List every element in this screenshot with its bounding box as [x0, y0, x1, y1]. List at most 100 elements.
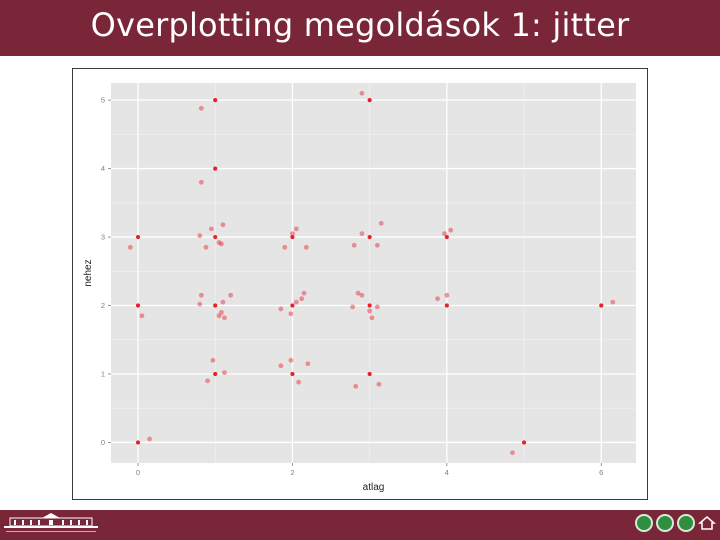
x-tick-label: 2: [290, 468, 294, 477]
x-tick-label: 0: [136, 468, 140, 477]
data-point: [213, 371, 218, 377]
jittered-point: [290, 231, 295, 237]
data-point: [599, 303, 604, 308]
jittered-point: [435, 296, 440, 302]
jittered-point: [288, 357, 294, 363]
jittered-point: [376, 381, 382, 387]
jittered-point: [222, 370, 227, 376]
x-tick-label: 6: [599, 468, 603, 477]
data-point: [444, 303, 449, 308]
jittered-point: [305, 361, 311, 367]
jittered-point: [222, 315, 227, 321]
data-point: [367, 98, 372, 103]
jittered-point: [205, 378, 210, 384]
y-tick-label: 1: [101, 369, 105, 378]
jittered-point: [278, 363, 284, 369]
jittered-point: [220, 222, 226, 228]
major-gridlines: [111, 83, 636, 463]
axis-ticks: 0 2 4 6 0 1 2 3 4 5: [101, 96, 604, 477]
data-point: [213, 98, 218, 103]
data-point: [135, 303, 141, 308]
jittered-point: [359, 231, 365, 237]
jittered-point: [198, 292, 204, 298]
data-points: [127, 90, 616, 456]
jittered-point: [198, 179, 204, 185]
jittered-point: [510, 450, 515, 456]
jittered-point: [198, 105, 204, 111]
chart-frame: 0 2 4 6 0 1 2 3 4 5 atlag nehez: [72, 68, 648, 500]
minor-gridlines: [111, 83, 636, 463]
y-tick-label: 2: [101, 301, 105, 310]
nav-home-icon[interactable]: [697, 514, 717, 532]
data-point: [290, 371, 295, 377]
jittered-point: [278, 306, 284, 312]
data-point: [213, 303, 218, 308]
plot-panel: [111, 83, 636, 463]
jittered-point: [147, 436, 153, 442]
jittered-point: [282, 244, 288, 250]
data-point: [367, 371, 372, 377]
jittered-point: [610, 299, 616, 305]
jittered-point: [374, 304, 380, 310]
jittered-point: [216, 313, 222, 319]
jittered-point: [367, 308, 373, 314]
data-point: [290, 303, 295, 308]
data-point: [444, 234, 449, 240]
university-building-logo: [4, 513, 98, 532]
scatter-chart: 0 2 4 6 0 1 2 3 4 5 atlag nehez: [83, 83, 636, 493]
jittered-point: [374, 242, 380, 248]
data-point: [213, 166, 218, 171]
jittered-point: [299, 296, 305, 302]
jittered-point: [228, 292, 234, 298]
x-tick-label: 4: [445, 468, 449, 477]
data-point: [213, 234, 218, 240]
y-tick-label: 3: [101, 233, 105, 242]
y-axis-label: nehez: [83, 259, 94, 286]
jittered-point: [219, 309, 224, 315]
jittered-point: [448, 227, 454, 233]
y-tick-label: 5: [101, 96, 105, 105]
jittered-point: [353, 383, 359, 389]
jittered-point: [208, 226, 214, 232]
jittered-point: [359, 90, 365, 96]
jittered-point: [288, 311, 294, 317]
jittered-point: [301, 290, 307, 296]
jittered-point: [355, 290, 361, 296]
jittered-point: [444, 292, 450, 298]
jittered-point: [197, 233, 203, 239]
nav-menu-icon[interactable]: [677, 514, 695, 532]
slide-title: Overplotting megoldások 1: jitter: [90, 6, 630, 44]
jittered-point: [369, 315, 375, 321]
data-point: [521, 440, 527, 445]
jittered-point: [127, 244, 133, 250]
data-point: [367, 234, 372, 240]
data-point: [135, 234, 141, 240]
jittered-point: [350, 304, 356, 310]
jittered-point: [293, 226, 299, 232]
jittered-point: [351, 242, 357, 248]
x-axis-label: atlag: [363, 482, 385, 493]
jittered-point: [303, 244, 309, 250]
data-point: [135, 440, 141, 445]
jittered-point: [359, 292, 365, 298]
jittered-point: [216, 240, 222, 245]
footer-navigation: [635, 514, 717, 536]
jittered-point: [203, 244, 209, 250]
jittered-point: [293, 299, 299, 305]
jittered-point: [139, 313, 145, 319]
jittered-point: [378, 220, 384, 226]
data-point: [367, 303, 372, 308]
title-bar: [0, 0, 720, 56]
jittered-point: [220, 299, 226, 305]
footer-bar: [0, 510, 720, 540]
y-tick-label: 0: [101, 438, 105, 447]
jittered-point: [296, 379, 302, 385]
jittered-point: [210, 357, 216, 363]
data-point: [290, 234, 295, 240]
jittered-point: [219, 241, 224, 247]
y-tick-label: 4: [101, 164, 105, 173]
jittered-point: [197, 301, 203, 307]
nav-toc-icon[interactable]: [656, 514, 674, 532]
jittered-point: [442, 231, 447, 237]
nav-prev-icon[interactable]: [635, 514, 653, 532]
